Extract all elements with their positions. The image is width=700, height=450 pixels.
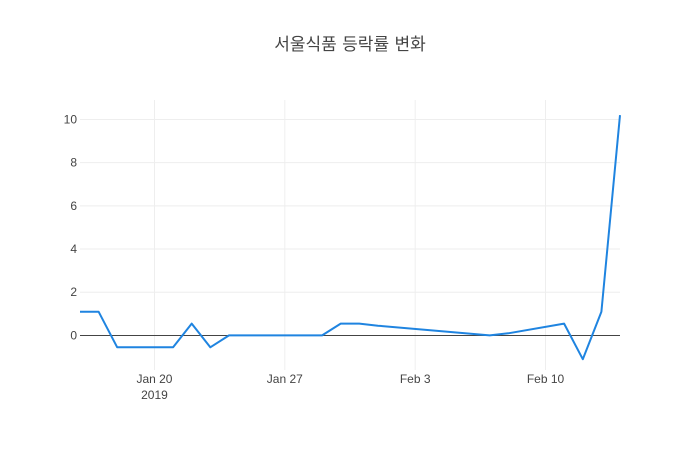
x-axis: Jan 20 2019 Jan 27 Feb 3 Feb 10	[136, 372, 564, 402]
y-tick-label: 2	[70, 285, 77, 299]
y-tick-label: 4	[70, 242, 77, 256]
y-tick-label: 10	[64, 112, 78, 126]
y-tick-label: 0	[70, 328, 77, 342]
x-tick-label: Jan 27	[267, 372, 303, 386]
x-tick-label: Feb 3	[400, 372, 431, 386]
x-tick-label: Feb 10	[527, 372, 565, 386]
chart-title: 서울식품 등락률 변화	[274, 35, 426, 55]
x-tick-label: Jan 20	[136, 372, 172, 386]
series-line	[80, 115, 621, 361]
grid	[80, 100, 620, 370]
series-group	[80, 115, 621, 361]
y-tick-label: 6	[70, 199, 77, 213]
y-tick-label: 8	[70, 156, 77, 170]
x-tick-year-label: 2019	[141, 388, 168, 402]
y-axis: 0 2 4 6 8 10	[64, 112, 78, 342]
